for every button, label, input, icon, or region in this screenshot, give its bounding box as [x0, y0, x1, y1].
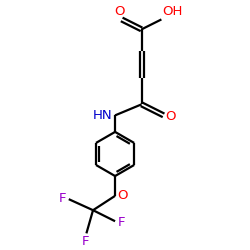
Text: O: O: [115, 5, 125, 18]
Text: HN: HN: [93, 109, 112, 122]
Text: OH: OH: [162, 5, 183, 18]
Text: F: F: [59, 192, 66, 204]
Text: O: O: [165, 110, 176, 123]
Text: F: F: [117, 216, 125, 229]
Text: O: O: [118, 189, 128, 202]
Text: F: F: [82, 235, 89, 248]
